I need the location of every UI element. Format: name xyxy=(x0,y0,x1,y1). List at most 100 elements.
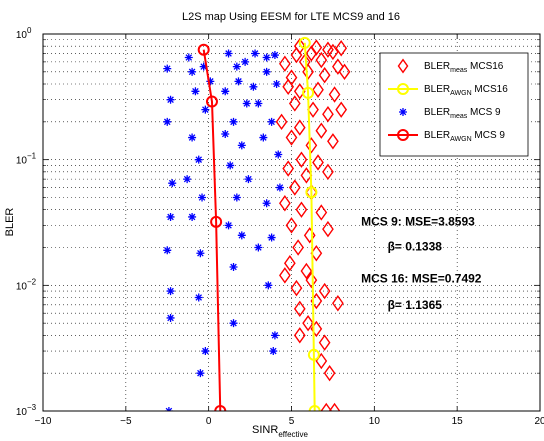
data-point xyxy=(318,282,331,300)
data-point xyxy=(194,293,203,302)
data-point xyxy=(274,150,283,159)
legend-label-main: BLER xyxy=(424,84,450,95)
data-point xyxy=(229,262,238,271)
data-point xyxy=(210,215,223,228)
chart-title: L2S map Using EESM for LTE MCS9 and 16 xyxy=(182,11,400,23)
data-point xyxy=(232,193,241,202)
x-axis-label-main: SINR xyxy=(252,424,278,436)
data-point xyxy=(270,331,279,340)
data-point xyxy=(241,57,250,66)
x-axis-label: SINReffective xyxy=(252,424,308,439)
data-point xyxy=(251,49,260,58)
data-point xyxy=(198,193,207,202)
data-point xyxy=(163,64,172,73)
data-point xyxy=(166,313,175,322)
data-point xyxy=(188,67,197,76)
x-axis-label-sub: effective xyxy=(278,430,308,439)
legend-label-suffix: MCS16 xyxy=(467,61,504,72)
data-point xyxy=(318,67,331,84)
data-point xyxy=(279,55,291,72)
series-1 xyxy=(298,36,321,411)
legend-label-main: BLER xyxy=(424,107,450,118)
legend-item: BLERAWGN MCS 9 xyxy=(388,129,505,143)
data-point xyxy=(312,154,324,171)
data-point xyxy=(305,271,318,289)
legend-label-sub: AWGN xyxy=(450,136,472,143)
data-point xyxy=(226,161,235,170)
y-tick-exponent: 0 xyxy=(27,26,32,35)
data-point xyxy=(267,233,276,242)
x-tick-label: 15 xyxy=(452,416,464,427)
data-point xyxy=(267,117,276,126)
data-point xyxy=(254,243,263,252)
data-point xyxy=(327,43,339,61)
data-point xyxy=(312,81,324,98)
data-point xyxy=(199,62,208,71)
data-point xyxy=(221,130,230,139)
data-point xyxy=(194,155,203,164)
x-tick-label: −10 xyxy=(35,416,52,427)
data-point xyxy=(224,49,233,58)
data-point xyxy=(322,163,334,181)
data-point xyxy=(320,402,333,411)
data-point xyxy=(288,179,301,196)
data-point xyxy=(279,267,291,284)
annotation: MCS 16: MSE=0.7492 xyxy=(361,272,482,286)
data-point xyxy=(232,62,241,71)
legend-item: BLERmeas MCS 9 xyxy=(399,107,501,120)
data-point xyxy=(305,137,318,154)
data-point xyxy=(302,86,315,99)
data-point xyxy=(318,334,331,351)
series-line xyxy=(303,42,316,411)
data-point xyxy=(322,106,334,123)
data-point xyxy=(234,77,243,86)
data-point xyxy=(196,249,205,258)
data-point xyxy=(221,87,230,96)
data-point xyxy=(338,63,351,81)
legend-label-sub: meas xyxy=(450,67,468,74)
y-tick-label: 10 xyxy=(16,30,28,41)
data-point xyxy=(290,46,303,64)
data-point xyxy=(293,83,306,100)
data-point xyxy=(249,82,258,91)
y-tick-label: 10 xyxy=(16,281,28,292)
data-point xyxy=(315,204,328,221)
legend-label-main: BLER xyxy=(424,130,450,141)
data-point xyxy=(262,199,271,208)
data-point xyxy=(163,117,172,126)
data-point xyxy=(293,327,306,344)
data-point xyxy=(206,77,215,86)
legend-label: BLERAWGN MCS16 xyxy=(424,84,508,97)
data-point xyxy=(264,281,273,290)
legend-marker xyxy=(397,58,409,74)
data-point xyxy=(269,347,278,356)
data-point xyxy=(184,53,193,62)
data-point xyxy=(285,129,298,146)
y-tick-exponent: −2 xyxy=(27,277,37,286)
data-point xyxy=(293,119,306,136)
data-point xyxy=(305,45,318,62)
annotation: MCS 9: MSE=3.8593 xyxy=(361,214,475,228)
data-point xyxy=(308,405,321,411)
data-point xyxy=(201,105,210,114)
legend-label: BLERAWGN MCS 9 xyxy=(424,130,505,143)
legend-label-suffix: MCS16 xyxy=(472,84,509,95)
data-point xyxy=(335,101,348,118)
data-point xyxy=(270,51,279,60)
data-point xyxy=(272,80,281,89)
data-point xyxy=(322,220,334,238)
data-point xyxy=(205,95,218,108)
data-point xyxy=(229,117,238,126)
x-tick-label: −5 xyxy=(120,416,132,427)
data-point xyxy=(303,227,316,244)
data-point xyxy=(237,231,246,240)
legend-label-suffix: MCS 9 xyxy=(472,130,506,141)
data-point xyxy=(332,58,344,75)
data-point xyxy=(335,40,348,57)
legend-marker xyxy=(399,108,407,116)
y-axis-label: BLER xyxy=(4,208,16,237)
legend-label: BLERmeas MCS 9 xyxy=(424,107,501,120)
data-point xyxy=(328,402,341,411)
